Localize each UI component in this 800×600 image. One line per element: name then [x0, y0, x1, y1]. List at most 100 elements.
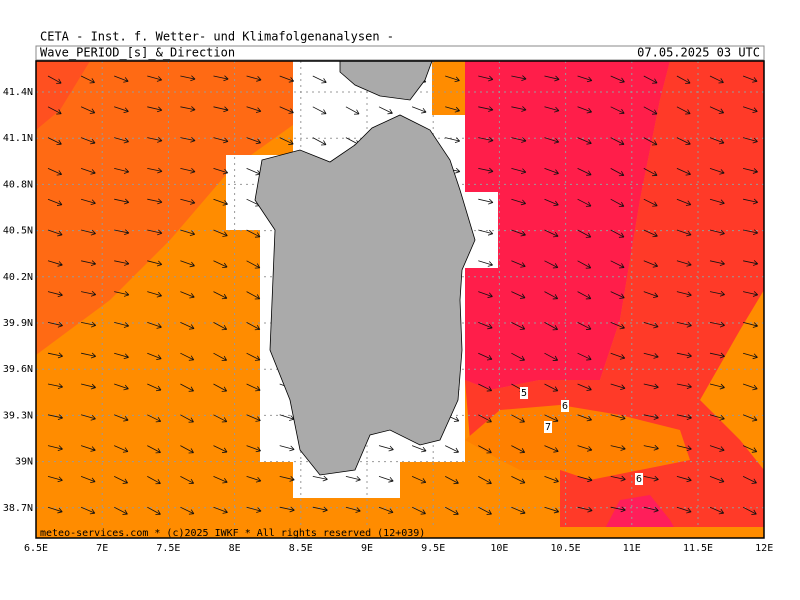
lon-label: 7E [96, 543, 108, 554]
arrow [114, 506, 128, 515]
arrow [709, 168, 725, 175]
lon-label: 11.5E [683, 543, 713, 554]
arrow [147, 75, 163, 82]
graticule [36, 61, 764, 538]
arrow [709, 229, 725, 236]
map-frame [35, 60, 765, 539]
arrow [709, 75, 724, 84]
arrow [643, 383, 659, 390]
arrow [213, 414, 228, 423]
arrow [478, 414, 492, 423]
arrow [577, 75, 593, 83]
arrow [47, 75, 62, 84]
arrow [445, 476, 459, 485]
arrow [743, 322, 758, 328]
arrow [378, 476, 394, 483]
arrow [709, 383, 725, 390]
arrow [544, 414, 559, 423]
arrow [345, 106, 360, 115]
lon-label: 12E [755, 543, 773, 554]
arrow [478, 291, 493, 298]
arrow [378, 506, 394, 514]
arrow [279, 137, 294, 145]
arrow [213, 75, 229, 82]
arrow [511, 445, 526, 454]
arrow [676, 445, 692, 452]
arrow [478, 445, 492, 454]
arrow [643, 168, 658, 177]
arrow [478, 229, 494, 236]
arrow [147, 506, 161, 515]
arrow [47, 445, 63, 451]
arrow [246, 506, 262, 513]
arrow [544, 198, 559, 207]
arrow [213, 198, 228, 206]
arrow [478, 383, 493, 392]
arrow [676, 383, 692, 390]
arrow [544, 322, 559, 331]
arrow [676, 260, 692, 267]
arrow [114, 322, 130, 328]
arrow [610, 414, 626, 421]
arrow [114, 445, 129, 453]
arrow [544, 75, 560, 82]
arrow [213, 291, 228, 300]
arrow [577, 106, 592, 114]
arrow [610, 168, 625, 177]
arrow [577, 198, 592, 207]
arrow [246, 414, 261, 422]
arrow [743, 198, 759, 205]
arrow [742, 137, 758, 144]
arrow [114, 198, 130, 205]
arrow [411, 445, 427, 453]
arrow [511, 291, 526, 299]
arrow [610, 106, 625, 115]
arrow [213, 352, 228, 361]
arrow [676, 414, 692, 420]
arrow [378, 445, 394, 452]
arrow [279, 106, 294, 114]
contour-label-bg [561, 400, 569, 412]
arrow [610, 445, 626, 451]
arrow [213, 383, 228, 392]
arrow [709, 290, 725, 297]
arrow [709, 506, 725, 515]
arrow [246, 322, 261, 331]
arrow [610, 475, 626, 482]
lon-label: 9E [361, 543, 373, 554]
arrow [676, 75, 691, 84]
arrow [80, 75, 95, 84]
arrow [643, 444, 659, 451]
arrow [213, 322, 228, 331]
arrow [147, 167, 163, 174]
arrow [709, 476, 725, 484]
arrow [47, 291, 63, 298]
arrow [676, 476, 692, 483]
arrow [610, 137, 625, 146]
arrow [478, 198, 494, 205]
contour-label-bg [520, 387, 528, 399]
arrow [445, 506, 459, 515]
arrow [180, 136, 196, 143]
arrow [709, 352, 725, 359]
arrow [411, 476, 427, 484]
arrow [478, 260, 493, 267]
arrow [544, 291, 559, 300]
arrow [577, 168, 592, 176]
lon-label: 7.5E [156, 543, 180, 554]
arrow [47, 352, 63, 359]
arrow [47, 414, 63, 420]
arrow [445, 75, 460, 83]
lon-label: 8E [229, 543, 241, 554]
arrow [743, 229, 759, 236]
arrow [676, 168, 691, 176]
arrow [544, 445, 559, 453]
lat-label: 41.1N [3, 133, 33, 144]
arrow [213, 168, 229, 175]
arrow [180, 352, 195, 361]
arrow [114, 229, 130, 236]
arrow [147, 229, 163, 236]
arrow [180, 75, 196, 82]
arrow [676, 229, 692, 237]
arrow [114, 352, 129, 360]
